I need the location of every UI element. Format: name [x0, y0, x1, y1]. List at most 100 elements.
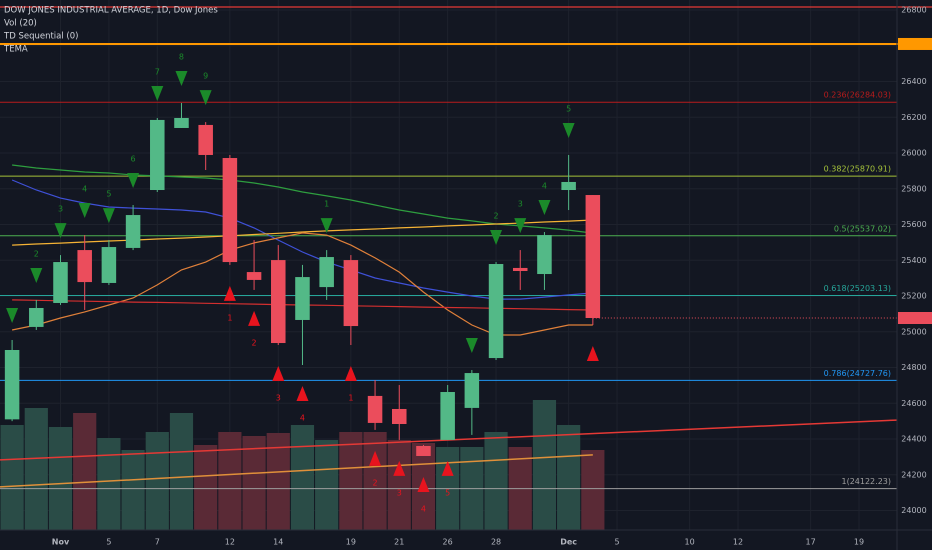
volume-bar: [0, 425, 24, 530]
candle-body: [150, 119, 165, 191]
chart-title: DOW JONES INDUSTRIAL AVERAGE, 1D, Dow Jo…: [4, 6, 218, 16]
td-sell-arrow: [6, 307, 19, 323]
volume-bar: [73, 413, 97, 530]
candle-body: [174, 117, 189, 128]
y-tick-label: 26000: [901, 149, 926, 158]
td-sell-label: 3: [518, 200, 523, 209]
td-sell-arrow: [538, 200, 551, 216]
td-buy-label: 4: [300, 414, 305, 423]
fib-label: 0.618(25203.13): [824, 284, 891, 293]
volume-bar: [581, 450, 605, 530]
y-tick-label: 26400: [901, 77, 926, 86]
legend-item: TEMA: [3, 45, 28, 55]
legend-item: Vol (20): [4, 19, 37, 29]
legend-item: TD Sequential (0): [3, 32, 78, 42]
y-tick-label: 25800: [901, 184, 926, 193]
candle-body: [440, 392, 455, 440]
x-tick-label: 19: [346, 538, 356, 547]
td-sell-arrow: [54, 223, 67, 239]
x-tick-label: 14: [273, 538, 283, 547]
volume-bar: [266, 433, 290, 530]
td-buy-label: 1: [348, 393, 353, 402]
y-tick-label: 24600: [901, 399, 926, 408]
last-price-tag: [898, 312, 932, 324]
td-sell-arrow: [175, 70, 188, 86]
candle-body: [198, 124, 213, 155]
volume-bar: [387, 440, 411, 530]
volume-bar: [290, 425, 315, 530]
x-tick-label: 19: [854, 538, 864, 547]
volume-bar: [557, 425, 581, 530]
x-tick-label: 12: [733, 538, 743, 547]
x-tick-label: 5: [614, 538, 619, 547]
candle-body: [77, 250, 92, 283]
td-sell-arrow: [102, 208, 115, 224]
td-sell-label: 8: [179, 52, 184, 61]
volume-bar: [48, 427, 73, 530]
candle-body: [537, 235, 552, 275]
volume-bar: [242, 436, 266, 530]
candle-body: [512, 267, 528, 271]
td-sell-label: 3: [58, 205, 63, 214]
td-buy-label: 2: [373, 478, 378, 487]
volume-bar: [484, 432, 508, 530]
td-buy-arrow: [296, 386, 309, 402]
td-sell-arrow: [78, 203, 91, 219]
candle-body: [53, 262, 68, 303]
fib-label: 0.382(25870.91): [824, 165, 891, 174]
td-buy-label: 3: [276, 393, 281, 402]
td-sell-label: 2: [494, 212, 499, 221]
volume-bar: [218, 432, 242, 530]
td-buy-label: 5: [445, 488, 450, 497]
y-tick-label: 25600: [901, 220, 926, 229]
fib-label: 0.5(25537.02): [834, 224, 891, 233]
candle-body: [585, 195, 601, 318]
volume-bar: [194, 445, 218, 530]
td-sell-arrow: [465, 338, 478, 354]
axis-layer: 24000 24200 24400 24600 24800 25000 25200 25400…: [52, 6, 932, 547]
candle-layer: [4, 102, 601, 456]
td-sell-arrow: [127, 173, 140, 189]
x-tick-label: 17: [806, 538, 816, 547]
candle-body: [125, 215, 141, 248]
td-layer: 2 3 4 5 6 7 8 9 1 2 3 4 5 1 2 3 4 1 2 3 4 5: [6, 52, 599, 513]
x-tick-label: 26: [443, 538, 453, 547]
td-sell-label: 7: [155, 67, 160, 76]
candle-body: [464, 373, 480, 408]
volume-bar: [532, 400, 557, 530]
td-sell-label: 1: [324, 200, 329, 209]
volume-bar: [145, 432, 169, 530]
td-sell-label: 9: [203, 72, 208, 81]
candle-body: [319, 257, 334, 288]
volume-layer: [0, 400, 605, 530]
y-tick-label: 25000: [901, 327, 926, 336]
price-tag: [898, 37, 932, 50]
x-tick-label: 7: [155, 538, 160, 547]
td-buy-arrow: [248, 310, 261, 326]
volume-bar: [315, 440, 339, 530]
td-buy-label: 3: [397, 488, 402, 497]
candle-body: [343, 260, 359, 327]
td-buy-label: 2: [252, 338, 257, 347]
td-sell-arrow: [30, 267, 43, 283]
candle-body: [29, 307, 44, 327]
volume-bar: [97, 438, 121, 530]
td-sell-arrow: [199, 90, 212, 106]
td-sell-arrow: [562, 122, 575, 138]
td-sell-label: 2: [34, 249, 39, 258]
fib-label: 0.786(24727.76): [824, 369, 891, 378]
candle-body: [101, 247, 117, 283]
td-sell-arrow: [151, 85, 164, 101]
trend-line: [0, 419, 898, 461]
td-buy-arrow: [223, 285, 236, 301]
fib-label: 1(24122.23): [841, 477, 891, 486]
td-buy-label: 1: [227, 313, 232, 322]
x-tick-label: 5: [106, 538, 111, 547]
y-tick-label: 24400: [901, 435, 926, 444]
td-sell-arrow: [320, 218, 333, 234]
td-buy-arrow: [344, 365, 357, 381]
td-sell-label: 4: [82, 185, 87, 194]
td-buy-label: 4: [421, 504, 426, 513]
y-tick-label: 25400: [901, 256, 926, 265]
